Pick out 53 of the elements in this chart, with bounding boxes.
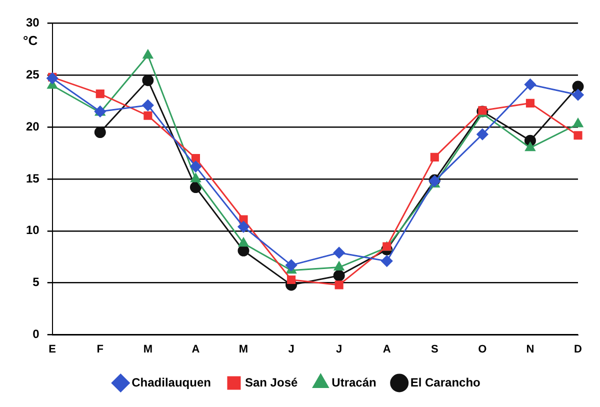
- point: [333, 270, 345, 282]
- x-tick-label: E: [48, 343, 56, 356]
- point: [476, 128, 488, 140]
- x-tick-label: A: [192, 343, 200, 356]
- x-tick-label: N: [526, 343, 534, 356]
- point: [430, 152, 439, 162]
- x-tick-label: M: [238, 343, 248, 356]
- point: [574, 131, 582, 140]
- point: [286, 259, 298, 271]
- x-tick-label: S: [430, 343, 438, 356]
- legend-label: San José: [244, 375, 298, 390]
- point: [142, 74, 154, 86]
- legend-label: El Carancho: [410, 375, 480, 390]
- point: [334, 280, 344, 290]
- x-tick-label: O: [478, 343, 488, 356]
- point: [526, 98, 534, 108]
- point: [525, 142, 536, 152]
- point: [144, 111, 152, 120]
- point: [381, 255, 393, 267]
- point: [46, 72, 58, 84]
- x-tick-label: J: [288, 343, 294, 356]
- point: [142, 50, 153, 59]
- point: [142, 100, 154, 112]
- legend-label: Utracán: [332, 375, 376, 390]
- x-tick-label: M: [143, 343, 153, 356]
- point: [572, 80, 584, 92]
- point: [96, 90, 104, 98]
- point: [333, 246, 345, 258]
- y-tick-label: 5: [32, 275, 40, 290]
- x-tick-label: J: [336, 343, 342, 356]
- y-axis-title: °C: [23, 32, 38, 48]
- point: [191, 154, 200, 163]
- y-tick-label: 20: [26, 119, 40, 134]
- point: [334, 262, 344, 271]
- y-tick-label: 30: [26, 16, 40, 30]
- point: [94, 126, 106, 138]
- x-tick-label: D: [574, 343, 582, 356]
- point: [572, 118, 584, 128]
- x-tick-label: F: [96, 343, 104, 356]
- point: [286, 275, 296, 284]
- y-tick-label: 10: [26, 223, 40, 238]
- x-tick-label: A: [382, 343, 391, 356]
- point: [238, 238, 249, 247]
- point: [524, 78, 536, 90]
- point: [190, 182, 202, 194]
- point: [238, 221, 250, 233]
- y-tick-label: 0: [32, 327, 40, 342]
- y-tick-label: 15: [26, 171, 40, 186]
- point: [572, 89, 584, 101]
- legend-label: Chadilauquen: [132, 375, 211, 390]
- y-tick-label: 25: [26, 67, 40, 82]
- point: [190, 160, 202, 172]
- point: [190, 173, 201, 182]
